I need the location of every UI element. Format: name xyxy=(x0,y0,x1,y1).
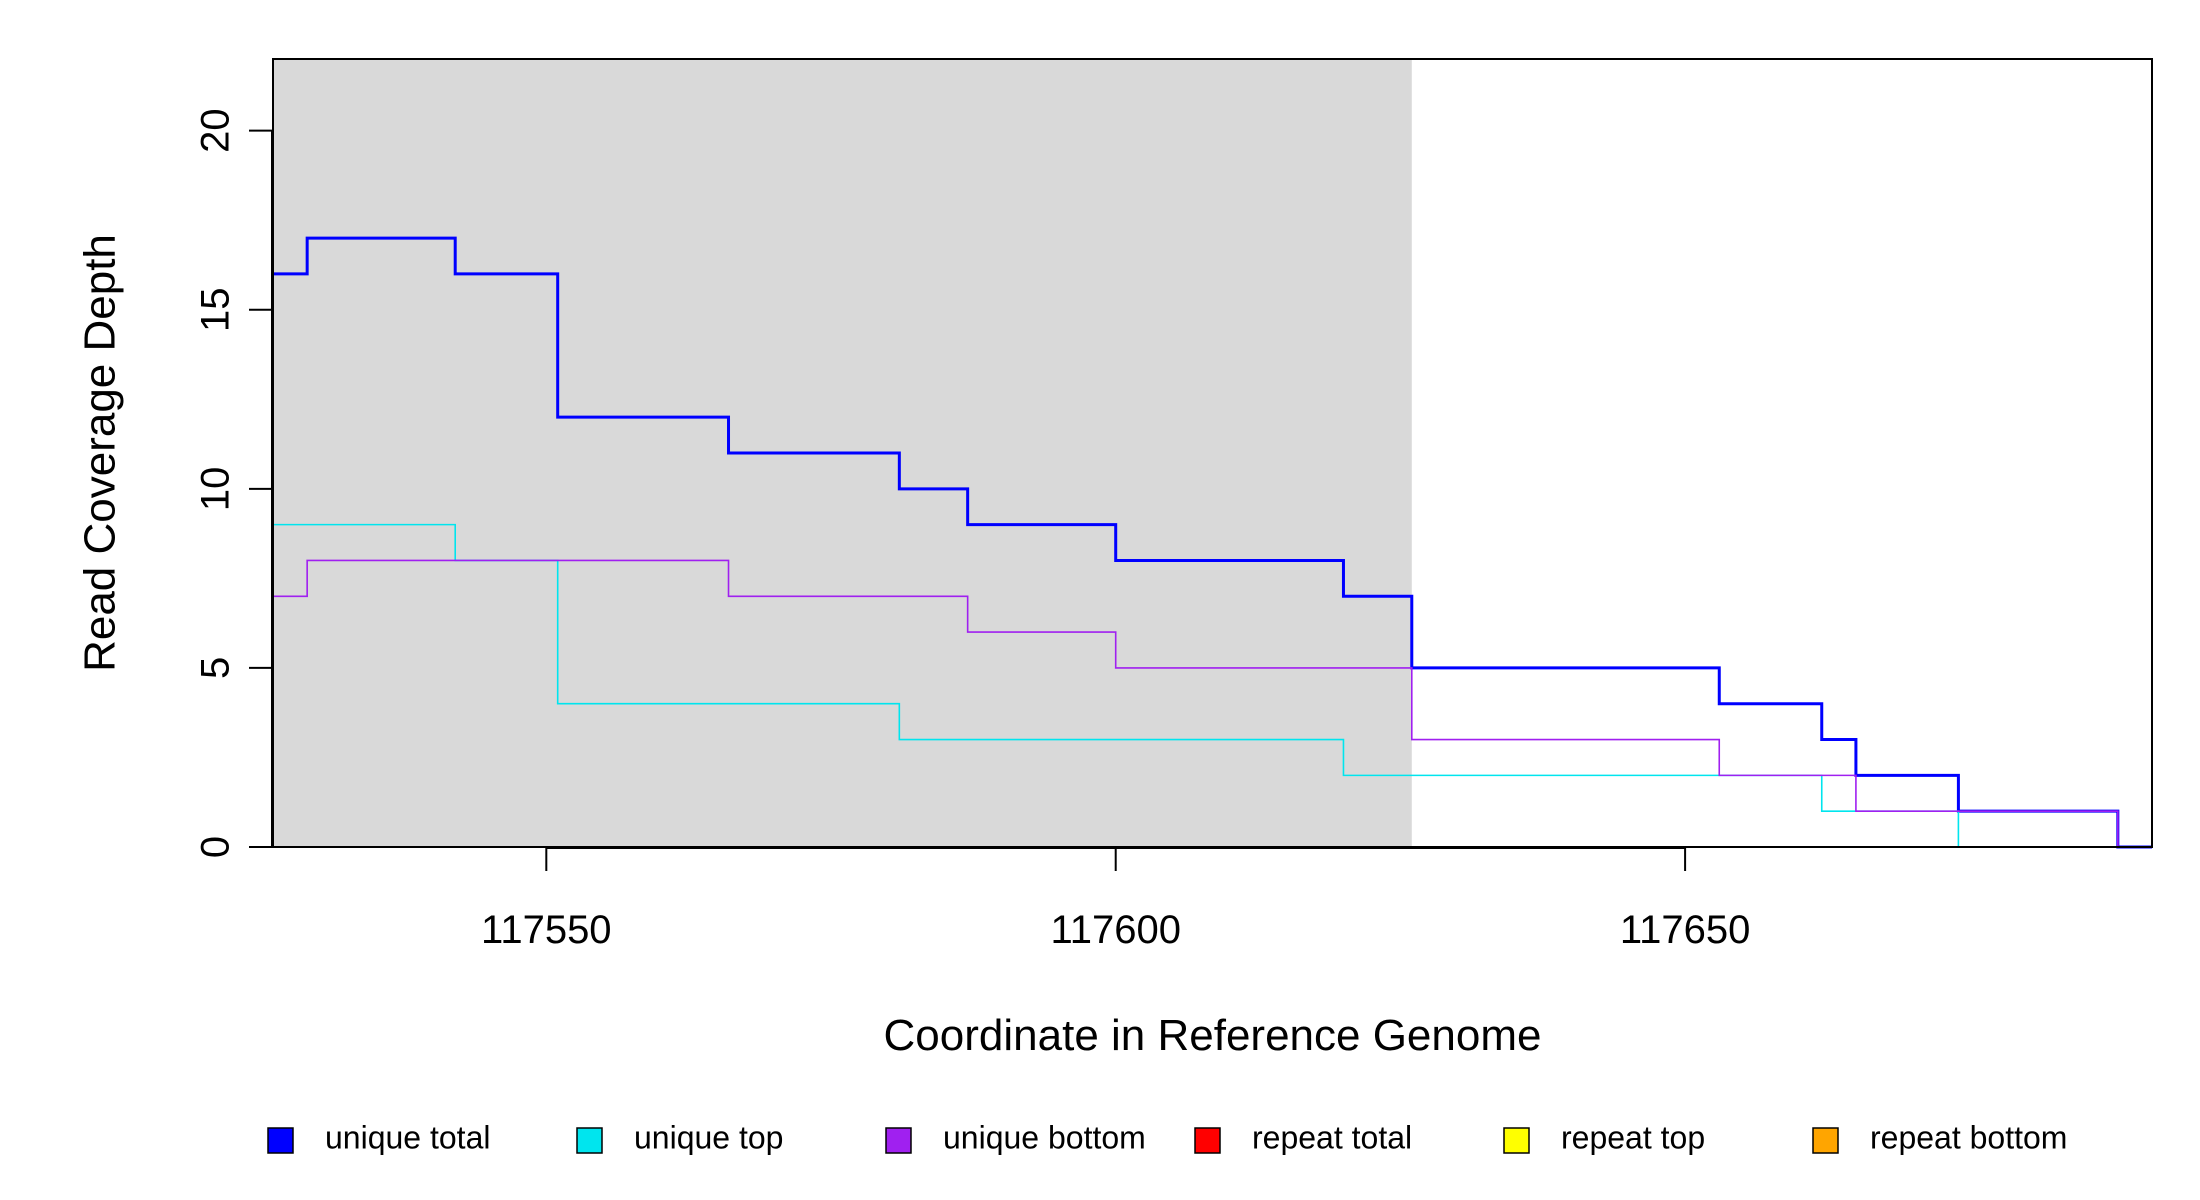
legend-label-unique-total: unique total xyxy=(325,1119,490,1155)
y-tick-label: 20 xyxy=(194,108,238,153)
y-tick-label: 5 xyxy=(194,657,238,679)
legend-swatch-repeat-total xyxy=(1194,1127,1221,1154)
y-tick-label: 15 xyxy=(194,287,238,332)
legend-swatch-unique-total xyxy=(267,1127,294,1154)
x-axis-title: Coordinate in Reference Genome xyxy=(884,1011,1542,1060)
legend-label-unique-top: unique top xyxy=(634,1119,783,1155)
legend-label-unique-bottom: unique bottom xyxy=(943,1119,1146,1155)
legend-swatch-unique-bottom xyxy=(885,1127,912,1154)
legend: unique total unique top unique bottom repea… xyxy=(267,1119,2067,1155)
legend-label-repeat-top: repeat top xyxy=(1561,1119,1705,1155)
y-axis: 0 5 10 15 20 xyxy=(194,108,273,858)
series-line-unique-bottom xyxy=(273,559,2152,848)
series-line-unique-total xyxy=(273,236,2152,849)
y-tick-label: 10 xyxy=(194,467,238,512)
x-tick-label: 117550 xyxy=(481,908,612,952)
legend-swatch-repeat-bottom xyxy=(1812,1127,1839,1154)
legend-swatch-repeat-top xyxy=(1503,1127,1530,1154)
legend-label-repeat-total: repeat total xyxy=(1252,1119,1412,1155)
y-tick-label: 0 xyxy=(194,836,238,858)
x-tick-label: 117600 xyxy=(1050,908,1181,952)
x-axis: 117550 117600 117650 xyxy=(481,847,1751,952)
y-axis-title: Read Coverage Depth xyxy=(76,234,125,672)
x-tick-label: 117650 xyxy=(1620,908,1751,952)
legend-swatch-unique-top xyxy=(576,1127,603,1154)
legend-label-repeat-bottom: repeat bottom xyxy=(1870,1119,2067,1155)
